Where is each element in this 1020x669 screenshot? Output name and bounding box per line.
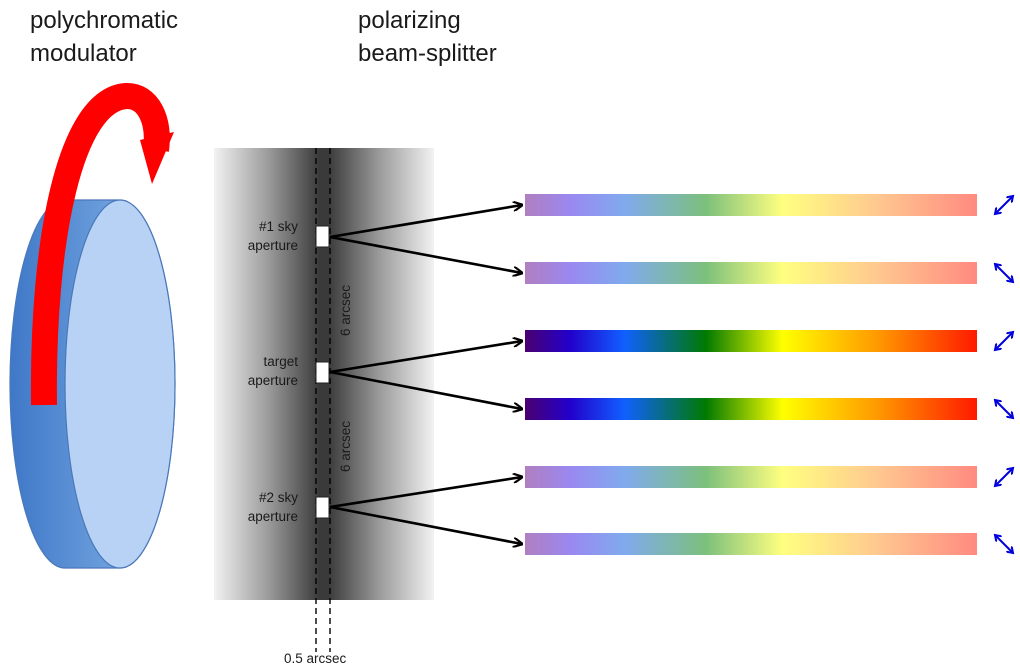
modulator-title-line1: polychromatic	[30, 7, 179, 34]
aperture-label-2: target aperture	[228, 352, 298, 390]
aperture-label-2-line2: aperture	[247, 373, 298, 388]
aperture-label-2-line1: target	[263, 354, 298, 369]
double-headed-arrow-icon	[995, 400, 1013, 418]
aperture-label-1-line2: aperture	[247, 238, 298, 253]
separation-label-lower: 6 arcsec	[338, 420, 353, 472]
splitter-title-line1: polarizing	[358, 7, 461, 34]
spectra	[525, 194, 977, 555]
aperture-box-2	[315, 361, 330, 384]
aperture-label-3-line1: #2 sky	[258, 490, 298, 505]
double-headed-arrow-icon	[995, 468, 1013, 486]
beam-arrow-2	[329, 235, 522, 273]
beam-arrows	[329, 205, 522, 544]
separation-label-upper: 6 arcsec	[338, 284, 353, 336]
splitter-title-line2: beam-splitter	[358, 40, 497, 67]
spectrum-bar-2	[525, 262, 977, 284]
beam-arrow-5	[329, 477, 522, 509]
curved-arrow-icon	[30, 83, 174, 406]
beam-arrow-6	[329, 505, 522, 544]
aperture-label-1: #1 sky aperture	[228, 217, 298, 255]
aperture-box-1	[315, 225, 330, 248]
double-headed-arrow-icon	[995, 196, 1013, 214]
double-headed-arrow-icon	[995, 264, 1013, 282]
splitter-title: polarizing beam-splitter	[358, 4, 497, 70]
aperture-box-3	[315, 496, 330, 519]
double-headed-arrow-icon	[995, 332, 1013, 350]
polarization-arrows	[995, 196, 1013, 553]
slit-width-label: 0.5 arcsec	[284, 651, 347, 666]
modulator-title: polychromatic modulator	[30, 4, 178, 70]
beam-arrow-3	[329, 341, 522, 374]
beam-arrow-4	[329, 370, 522, 409]
spectrum-bar-4	[525, 398, 977, 420]
spectrum-bar-6	[525, 533, 977, 555]
spectrum-bar-3	[525, 330, 977, 352]
aperture-label-3-line2: aperture	[247, 509, 298, 524]
double-headed-arrow-icon	[995, 535, 1013, 553]
beam-arrow-1	[329, 205, 522, 239]
spectrum-bar-5	[525, 466, 977, 488]
modulator-face	[64, 199, 176, 569]
modulator-title-line2: modulator	[30, 40, 137, 67]
aperture-label-1-line1: #1 sky	[258, 219, 298, 234]
spectrum-bar-1	[525, 194, 977, 216]
aperture-label-3: #2 sky aperture	[228, 488, 298, 526]
